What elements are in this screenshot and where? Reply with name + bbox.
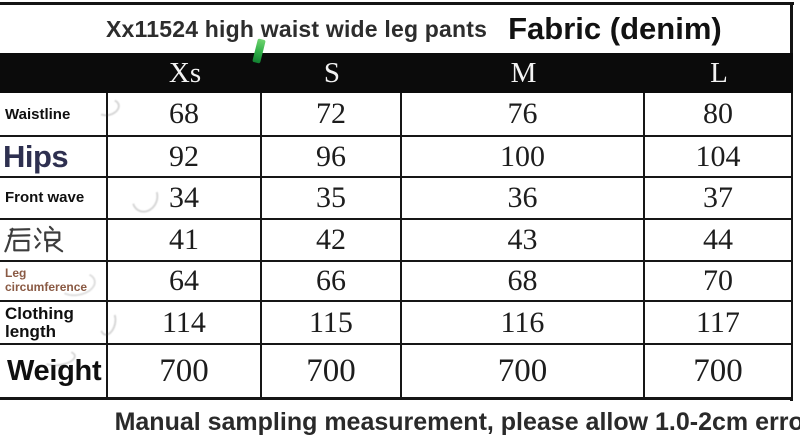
size-value-cell: 72	[262, 93, 402, 137]
back-wave-cjk-glyph-icon	[4, 225, 64, 253]
size-value-cell: 34	[108, 178, 262, 220]
size-value-cell: 100	[402, 137, 645, 178]
size-value-cell: 117	[645, 302, 793, 345]
size-value-cell: 80	[645, 93, 793, 137]
row-label-leg-circumference: Leg circumference	[0, 262, 108, 302]
size-value-cell: 96	[262, 137, 402, 178]
column-header-spacer	[0, 53, 108, 93]
size-value-cell: 700	[402, 345, 645, 400]
title-band: Xx11524 high waist wide leg pants Fabric…	[0, 5, 790, 53]
row-label-weight: Weight	[0, 345, 108, 400]
size-value-cell: 104	[645, 137, 793, 178]
size-value-cell: 35	[262, 178, 402, 220]
row-label-back-wave: 后浪	[0, 220, 108, 262]
size-value-cell: 700	[262, 345, 402, 400]
column-header-xs: Xs	[108, 53, 262, 93]
size-value-cell: 64	[108, 262, 262, 302]
size-value-cell: 114	[108, 302, 262, 345]
size-value-cell: 700	[108, 345, 262, 400]
product-title: Xx11524 high waist wide leg pants	[106, 15, 488, 42]
size-value-cell: 42	[262, 220, 402, 262]
size-value-cell: 115	[262, 302, 402, 345]
size-value-cell: 76	[402, 93, 645, 137]
size-value-cell: 68	[108, 93, 262, 137]
size-value-cell: 36	[402, 178, 645, 220]
size-value-cell: 70	[645, 262, 793, 302]
measurement-note: Manual sampling measurement, please allo…	[114, 408, 800, 436]
fabric-label: Fabric (denim)	[508, 11, 722, 46]
column-header-s: S	[262, 53, 402, 93]
table-top-border	[0, 2, 794, 5]
column-header-m: M	[402, 53, 645, 93]
row-label-waistline: Waistline	[0, 93, 108, 137]
size-value-cell: 68	[402, 262, 645, 302]
size-value-cell: 66	[262, 262, 402, 302]
row-label-front-wave: Front wave	[0, 178, 108, 220]
column-header-l: L	[645, 53, 793, 93]
size-value-cell: 41	[108, 220, 262, 262]
size-value-cell: 37	[645, 178, 793, 220]
size-value-cell: 43	[402, 220, 645, 262]
row-label-clothing-length: Clothing length	[0, 302, 108, 345]
size-value-cell: 44	[645, 220, 793, 262]
size-table: Xs S M L Waistline 68 72 76 80 Hips 92 9…	[0, 53, 793, 400]
size-value-cell: 116	[402, 302, 645, 345]
row-label-hips: Hips	[0, 137, 108, 178]
size-value-cell: 92	[108, 137, 262, 178]
size-value-cell: 700	[645, 345, 793, 400]
